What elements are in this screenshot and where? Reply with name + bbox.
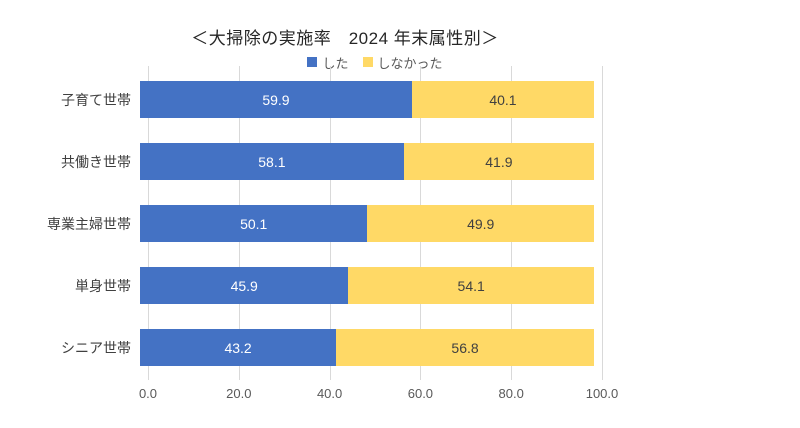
bar-row: 共働き世帯 58.1 41.9 <box>0 143 594 180</box>
bar-segment-did: 59.9 <box>140 81 412 118</box>
category-label: シニア世帯 <box>61 339 131 356</box>
bar-segment-did: 58.1 <box>140 143 404 180</box>
bar-segment-did: 50.1 <box>140 205 368 242</box>
legend-label-did: した <box>322 55 349 71</box>
x-tick-label: 40.0 <box>316 386 343 401</box>
x-tick-label: 20.0 <box>226 386 252 401</box>
bar-segment-did: 45.9 <box>140 267 349 304</box>
legend-label-did-not: しなかった <box>377 55 443 71</box>
legend-item-did: した <box>307 53 349 72</box>
bar-segment-did: 43.2 <box>140 329 337 366</box>
bar-row: シニア世帯 43.2 56.8 <box>0 329 594 366</box>
chart-title: ＜大掃除の実施率 2024 年末属性別＞ <box>191 29 499 48</box>
category-label: 子育て世帯 <box>61 91 131 108</box>
gridline <box>602 66 603 380</box>
bar-segment-did-not: 54.1 <box>348 267 594 304</box>
bar-segment-did-not: 56.8 <box>336 329 594 366</box>
legend: した しなかった <box>148 53 602 72</box>
bar-row: 単身世帯 45.9 54.1 <box>0 267 594 304</box>
category-label: 共働き世帯 <box>61 153 131 170</box>
bar-row: 専業主婦世帯 50.1 49.9 <box>0 205 594 242</box>
bar-segment-did-not: 40.1 <box>411 81 594 118</box>
bar-row: 子育て世帯 59.9 40.1 <box>0 81 594 118</box>
bar-track: 59.9 40.1 <box>140 81 594 118</box>
legend-swatch-yellow-icon <box>362 57 373 67</box>
bar-segment-did-not: 41.9 <box>403 143 594 180</box>
bar-track: 43.2 56.8 <box>140 329 594 366</box>
x-tick-label: 80.0 <box>498 386 524 401</box>
bar-segment-did-not: 49.9 <box>367 205 594 242</box>
legend-item-did-not: しなかった <box>362 53 443 72</box>
x-tick-label: 60.0 <box>407 386 434 401</box>
x-tick-label: 100.0 <box>585 386 619 401</box>
bar-track: 58.1 41.9 <box>140 143 594 180</box>
legend-swatch-blue-icon <box>307 57 318 67</box>
x-tick-label: 0.0 <box>138 386 158 401</box>
category-label: 単身世帯 <box>75 277 131 294</box>
bar-track: 45.9 54.1 <box>140 267 594 304</box>
bar-track: 50.1 49.9 <box>140 205 594 242</box>
category-label: 専業主婦世帯 <box>47 215 131 232</box>
